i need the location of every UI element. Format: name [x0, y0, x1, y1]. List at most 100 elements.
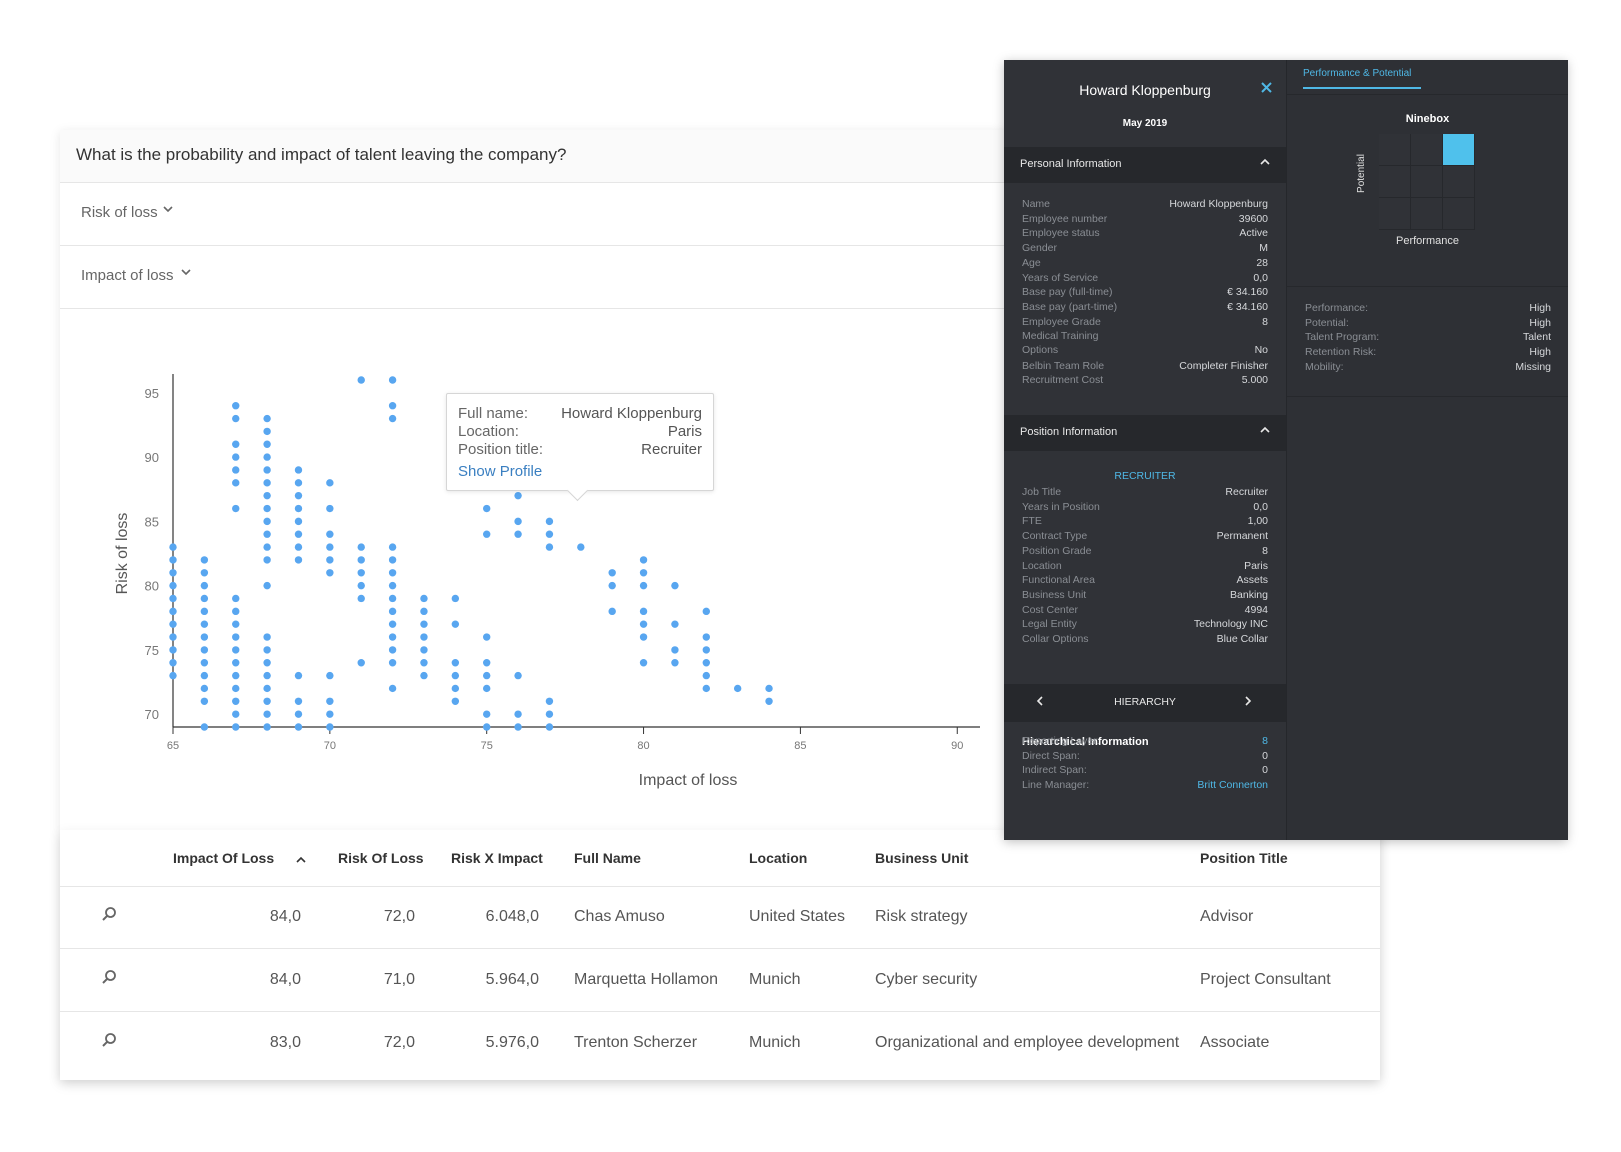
scatter-point: [294, 556, 303, 564]
divider: [1287, 286, 1568, 287]
cell-location: Munich: [749, 1034, 801, 1051]
info-label: Cost Center: [1022, 603, 1079, 616]
cell-risk: 72,0: [383, 1034, 415, 1051]
info-value: € 34.160: [1227, 286, 1268, 299]
scatter-point: [388, 633, 397, 641]
y-tick-label: 90: [145, 450, 159, 465]
table-row[interactable]: 83,0 72,0 5.976,0 Trenton Scherzer Munic…: [60, 1012, 1380, 1074]
info-label: Business Unit: [1022, 588, 1087, 601]
search-icon[interactable]: [101, 969, 117, 990]
chevron-right-icon[interactable]: [1244, 696, 1252, 709]
info-row: Years of Service 0,0: [1022, 272, 1268, 287]
tooltip-value: Howard Kloppenburg: [561, 405, 702, 422]
scatter-point: [545, 530, 554, 538]
info-label: FTE: [1022, 515, 1042, 528]
scatter-point: [388, 607, 397, 616]
scatter-point: [639, 633, 648, 641]
scatter-point: [169, 646, 177, 654]
risk-filter-dropdown[interactable]: Risk of loss: [60, 183, 1380, 246]
info-label: Reporting Layer:: [1022, 735, 1100, 747]
info-value: 8: [1262, 735, 1268, 747]
profile-panel: Howard Kloppenburg May 2019 Personal Inf…: [1004, 60, 1568, 840]
scatter-point: [263, 543, 271, 551]
column-header-position-title[interactable]: Position Title: [1200, 850, 1288, 866]
scatter-point: [451, 620, 460, 628]
info-row: Employee number 39600: [1022, 213, 1268, 228]
impact-filter-dropdown[interactable]: Impact of loss: [60, 246, 1380, 309]
info-row: Collar Options Blue Collar: [1022, 633, 1268, 648]
scatter-point: [483, 530, 491, 538]
chevron-down-icon: [163, 203, 173, 217]
cell-business-unit: Organizational and employee development: [875, 1034, 1180, 1051]
table-row[interactable]: 84,0 71,0 5.964,0 Marquetta Hollamon Mun…: [60, 949, 1380, 1012]
tooltip-key: Position title:: [458, 441, 544, 458]
personal-info-header[interactable]: Personal Information: [1004, 147, 1286, 183]
info-label: Employee status: [1022, 227, 1100, 240]
scatter-point: [765, 697, 773, 705]
info-label: Retention Risk:: [1305, 346, 1377, 359]
x-tick-label: 70: [324, 740, 336, 752]
info-label: Mobility:: [1305, 360, 1344, 373]
info-row: Talent Program: Talent: [1305, 331, 1551, 346]
column-header-full-name[interactable]: Full Name: [574, 850, 641, 866]
scatter-point: [294, 710, 303, 718]
tooltip-row-location: Location: Paris: [458, 423, 702, 441]
search-icon[interactable]: [101, 1032, 117, 1053]
info-label: Base pay (full-time): [1022, 286, 1113, 299]
column-header-risk[interactable]: Risk Of Loss: [338, 850, 424, 866]
chevron-left-icon[interactable]: [1036, 696, 1044, 709]
info-row: Contract Type Permanent: [1022, 530, 1268, 545]
scatter-point: [169, 543, 177, 551]
info-value: 0: [1262, 764, 1268, 777]
info-value: 4994: [1244, 603, 1268, 616]
table-header: Impact Of Loss Risk Of Loss Risk X Impac…: [60, 830, 1380, 887]
show-profile-link[interactable]: Show Profile: [458, 463, 543, 480]
cell-position-title: Project Consultant: [1200, 971, 1331, 988]
info-row: Base pay (full-time) € 34.160: [1022, 286, 1268, 301]
info-row: Location Paris: [1022, 560, 1268, 575]
ninebox-title: Ninebox: [1405, 113, 1450, 125]
ninebox-cell: [1379, 198, 1410, 229]
scatter-point: [169, 556, 177, 564]
scatter-point: [232, 594, 240, 603]
ninebox-cell: [1443, 166, 1474, 197]
sort-ascending-icon[interactable]: [296, 851, 306, 867]
scatter-point: [232, 504, 240, 513]
info-row: Age 28: [1022, 257, 1268, 272]
tooltip-row-position: Position title: Recruiter: [458, 441, 702, 459]
info-row: Employee Grade 8: [1022, 316, 1268, 331]
profile-details-column: Howard Kloppenburg May 2019 Personal Inf…: [1004, 60, 1286, 840]
scatter-point: [483, 710, 491, 718]
column-header-risk-x-impact[interactable]: Risk X Impact: [451, 850, 543, 866]
scatter-point: [263, 671, 271, 680]
cell-position-title: Associate: [1200, 1034, 1270, 1051]
position-info-header[interactable]: Position Information: [1004, 415, 1286, 451]
info-label: Position Grade: [1022, 544, 1092, 557]
tooltip-key: Full name:: [458, 405, 529, 422]
tooltip-value: Paris: [667, 423, 702, 440]
scatter-point: [263, 530, 271, 538]
info-value: Britt Connerton: [1197, 779, 1268, 792]
ninebox-y-label: Potential: [1355, 154, 1367, 193]
search-icon[interactable]: [101, 906, 117, 927]
tooltip-key: Location:: [458, 423, 519, 440]
info-label: Years of Service: [1022, 271, 1099, 284]
table-row[interactable]: 84,0 72,0 6.048,0 Chas Amuso United Stat…: [60, 886, 1380, 949]
chevron-down-icon: [181, 266, 191, 280]
scatter-point: [232, 607, 240, 616]
close-icon[interactable]: [1261, 80, 1272, 97]
scatter-point: [326, 723, 334, 731]
column-header-business-unit[interactable]: Business Unit: [875, 850, 969, 866]
scatter-point: [294, 466, 303, 474]
scatter-point: [232, 633, 240, 641]
scatter-point: [169, 581, 177, 590]
scatter-point: [263, 646, 271, 654]
hierarchy-nav-label[interactable]: HIERARCHY: [1114, 696, 1176, 708]
cell-risk-x-impact: 5.976,0: [485, 1034, 539, 1051]
column-header-location[interactable]: Location: [749, 850, 808, 866]
info-value: 5.000: [1241, 374, 1268, 387]
column-header-impact[interactable]: Impact Of Loss: [173, 850, 275, 866]
tab-performance-potential[interactable]: Performance & Potential: [1303, 68, 1412, 79]
position-role: RECRUITER: [1114, 470, 1176, 482]
scatter-point: [702, 607, 710, 616]
